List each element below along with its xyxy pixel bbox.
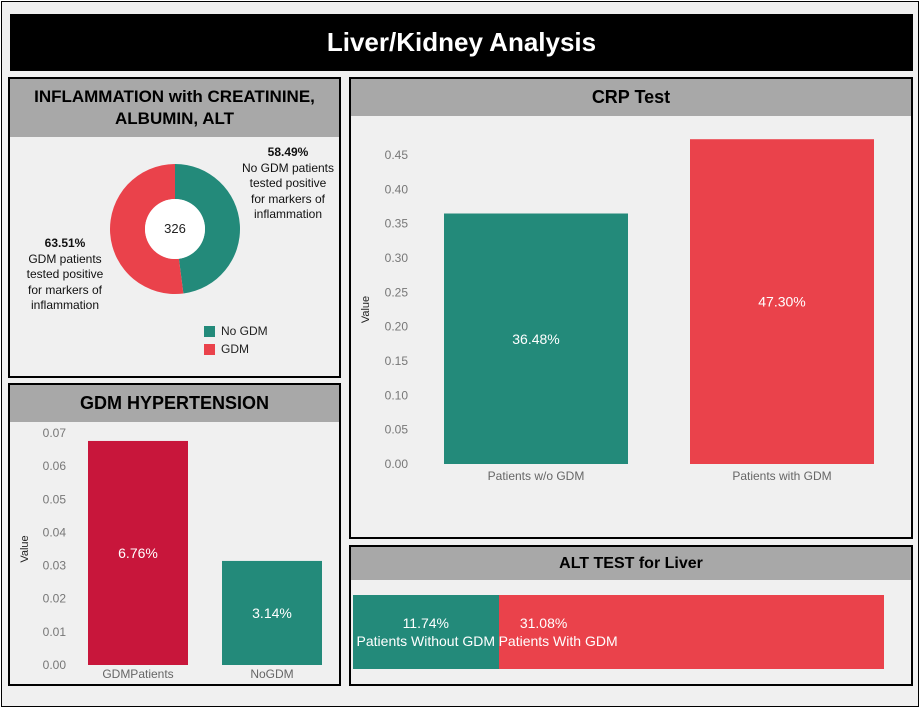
- y-axis-label: Value: [360, 296, 372, 323]
- gdm-note-line: for markers of: [27, 282, 102, 297]
- bar-patients-w-o-gdm[interactable]: [444, 213, 628, 464]
- legend-label-nogdm: No GDM: [221, 324, 268, 338]
- x-tick-label: NoGDM: [250, 667, 293, 681]
- inflammation-title-line1: INFLAMMATION with CREATININE,: [34, 87, 315, 106]
- x-tick-label: Patients with GDM: [732, 469, 831, 483]
- dashboard-title: Liver/Kidney Analysis: [10, 14, 913, 71]
- y-tick-label: 0.35: [385, 217, 409, 231]
- bar-data-label: 47.30%: [758, 294, 805, 310]
- y-tick-label: 0.01: [43, 625, 67, 639]
- y-tick-label: 0.15: [385, 354, 409, 368]
- y-tick-label: 0.30: [385, 251, 409, 265]
- y-tick-label: 0.04: [43, 525, 67, 539]
- y-tick-label: 0.05: [385, 423, 409, 437]
- gdm-note-line: inflammation: [30, 298, 100, 312]
- nogdm-note-line: tested positive: [249, 176, 327, 190]
- inflammation-donut-chart: 326: [110, 164, 241, 294]
- x-tick-label: GDMPatients: [102, 667, 173, 681]
- y-tick-label: 0.00: [43, 658, 67, 672]
- y-tick-label: 0.25: [385, 285, 409, 299]
- bar-gdmpatients[interactable]: [88, 440, 188, 665]
- bar-patients-with-gdm[interactable]: [690, 139, 874, 464]
- legend-item-gdm[interactable]: GDM: [204, 342, 249, 356]
- gdm-note-line: GDM patients: [28, 251, 102, 266]
- crp-bar-chart: Value 0.00 0.05 0.10 0.15 0.20 0.25 0.30 0.35 0.4…: [360, 139, 874, 483]
- nogdm-note-line: No GDM patients: [241, 160, 335, 175]
- y-tick-label: 0.00: [385, 457, 409, 471]
- alt-panel: ALT TEST for Liver 11.74% Patients Witho…: [349, 545, 913, 686]
- inflammation-title-line2: ALBUMIN, ALT: [115, 109, 234, 128]
- alt-pct-with-gdm: 31.08%: [519, 615, 568, 631]
- hypertension-header: GDM HYPERTENSION: [10, 385, 339, 422]
- gdm-annotation: 63.51% GDM patients tested positive for …: [14, 236, 116, 314]
- inflammation-header: INFLAMMATION with CREATININE, ALBUMIN, A…: [10, 79, 339, 137]
- donut-hole: [145, 199, 205, 259]
- donut-center-label: 326: [164, 221, 186, 236]
- y-tick-label: 0.10: [385, 388, 409, 402]
- legend-swatch-nogdm: [204, 325, 215, 337]
- y-tick-label: 0.02: [43, 592, 67, 606]
- nogdm-note-line: inflammation: [253, 207, 323, 221]
- crp-panel: CRP Test Value 0.00 0.05 0.10 0.15 0.20 0.25 0.…: [349, 77, 913, 539]
- alt-stacked-bar: 11.74% Patients Without GDM 31.08% Patie…: [353, 595, 884, 669]
- gdm-note-line: tested positive: [26, 267, 104, 281]
- y-tick-label: 0.06: [43, 459, 67, 473]
- legend-swatch-gdm: [204, 343, 215, 355]
- bar-data-label: 3.14%: [252, 605, 292, 621]
- inflammation-panel: INFLAMMATION with CREATININE, ALBUMIN, A…: [8, 77, 341, 378]
- y-axis-label: Value: [19, 535, 31, 562]
- alt-bar-with-gdm: 31.08% Patients With GDM: [498, 595, 884, 669]
- y-tick-label: 0.40: [385, 182, 409, 196]
- alt-label-with-gdm: Patients With GDM: [498, 633, 618, 649]
- y-tick-label: 0.45: [385, 148, 409, 162]
- alt-pct-without-gdm: 11.74%: [402, 615, 450, 631]
- y-tick-label: 0.07: [43, 426, 67, 440]
- crp-header: CRP Test: [351, 79, 911, 116]
- gdm-pct: 63.51%: [44, 236, 86, 250]
- alt-label-without-gdm: Patients Without GDM: [356, 633, 496, 649]
- nogdm-annotation: 58.49% No GDM patients tested positive f…: [232, 145, 344, 223]
- y-tick-label: 0.20: [385, 320, 409, 334]
- hypertension-panel: GDM HYPERTENSION Value 0.00 0.01 0.02 0.03 0.…: [8, 383, 341, 686]
- alt-header: ALT TEST for Liver: [351, 547, 911, 580]
- bar-nogdm[interactable]: [222, 560, 322, 665]
- y-tick-label: 0.03: [43, 559, 67, 573]
- alt-bar-without-gdm: 11.74% Patients Without GDM: [353, 595, 499, 669]
- x-tick-label: Patients w/o GDM: [488, 469, 585, 483]
- legend-item-nogdm[interactable]: No GDM: [204, 324, 268, 338]
- donut-slice-no-gdm[interactable]: [175, 164, 241, 294]
- donut-slice-gdm[interactable]: [110, 164, 184, 294]
- nogdm-pct: 58.49%: [267, 145, 309, 159]
- nogdm-note-line: for markers of: [250, 191, 325, 206]
- bar-data-label: 36.48%: [512, 331, 559, 347]
- bar-data-label: 6.76%: [118, 545, 158, 561]
- hypertension-bar-chart: Value 0.00 0.01 0.02 0.03 0.04 0.05 0.06 0.07 6.7…: [19, 426, 322, 681]
- legend-label-gdm: GDM: [221, 342, 249, 356]
- y-tick-label: 0.05: [43, 492, 67, 506]
